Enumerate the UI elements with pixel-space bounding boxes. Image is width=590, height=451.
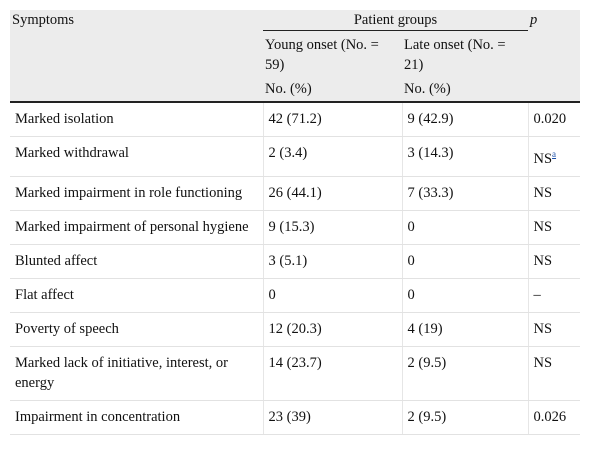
symptom-cell: Blunted affect — [10, 244, 264, 279]
late-cell: 2 (9.5) — [402, 400, 529, 435]
p-cell: 0.026 — [528, 400, 580, 435]
header-late-onset: Late onset (No. = 21) No. (%) — [402, 30, 528, 103]
p-cell: NS — [528, 346, 580, 401]
young-onset-unit: No. (%) — [265, 81, 312, 97]
header-patient-groups: Patient groups — [263, 10, 528, 31]
young-cell: 3 (5.1) — [263, 244, 403, 279]
p-cell: NS — [528, 210, 580, 245]
symptom-cell: Marked isolation — [10, 102, 264, 137]
late-cell: 0 — [402, 244, 529, 279]
p-cell: – — [528, 278, 580, 313]
symptom-cell: Marked impairment of personal hygiene — [10, 210, 264, 245]
footnote-link[interactable]: a — [552, 149, 557, 159]
late-cell: 2 (9.5) — [402, 346, 529, 401]
young-cell: 14 (23.7) — [263, 346, 403, 401]
table-row: Impairment in concentration 23 (39) 2 (9… — [10, 400, 580, 435]
late-cell: 4 (19) — [402, 312, 529, 347]
table-row: Marked withdrawal 2 (3.4) 3 (14.3) NSa — [10, 136, 580, 177]
late-cell: 0 — [402, 278, 529, 313]
table-body: Marked isolation 42 (71.2) 9 (42.9) 0.02… — [10, 102, 580, 435]
p-cell: NS — [528, 176, 580, 211]
p-cell: NSa — [528, 136, 580, 177]
p-value: NS — [533, 150, 553, 167]
table-container: Symptoms Patient groups p Young onset (N… — [10, 10, 580, 435]
header-symptoms: Symptoms — [10, 10, 263, 103]
table-row: Marked lack of initiative, interest, or … — [10, 346, 580, 401]
young-onset-label: Young onset (No. = 59) — [265, 37, 379, 73]
young-cell: 2 (3.4) — [263, 136, 403, 177]
young-cell: 0 — [263, 278, 403, 313]
p-cell: 0.020 — [528, 102, 580, 137]
late-cell: 0 — [402, 210, 529, 245]
symptom-cell: Marked lack of initiative, interest, or … — [10, 346, 264, 401]
table-row: Poverty of speech 12 (20.3) 4 (19) NS — [10, 312, 580, 347]
late-cell: 9 (42.9) — [402, 102, 529, 137]
table-row: Blunted affect 3 (5.1) 0 NS — [10, 244, 580, 279]
p-cell: NS — [528, 312, 580, 347]
symptom-cell: Poverty of speech — [10, 312, 264, 347]
late-cell: 3 (14.3) — [402, 136, 529, 177]
p-cell: NS — [528, 244, 580, 279]
table-row: Marked impairment in role functioning 26… — [10, 176, 580, 211]
header-p: p — [528, 10, 580, 31]
late-onset-unit: No. (%) — [404, 81, 451, 97]
table-header: Symptoms Patient groups p Young onset (N… — [10, 10, 580, 103]
symptom-cell: Flat affect — [10, 278, 264, 313]
symptom-cell: Marked withdrawal — [10, 136, 264, 177]
header-young-onset: Young onset (No. = 59) No. (%) — [263, 30, 402, 103]
young-cell: 23 (39) — [263, 400, 403, 435]
table-row: Marked impairment of personal hygiene 9 … — [10, 210, 580, 245]
header-p-empty — [528, 30, 580, 103]
late-cell: 7 (33.3) — [402, 176, 529, 211]
young-cell: 12 (20.3) — [263, 312, 403, 347]
symptom-cell: Marked impairment in role functioning — [10, 176, 264, 211]
table-row: Flat affect 0 0 – — [10, 278, 580, 313]
young-cell: 42 (71.2) — [263, 102, 403, 137]
young-cell: 9 (15.3) — [263, 210, 403, 245]
symptom-cell: Impairment in concentration — [10, 400, 264, 435]
table-row: Marked isolation 42 (71.2) 9 (42.9) 0.02… — [10, 102, 580, 137]
symptoms-table: Symptoms Patient groups p Young onset (N… — [10, 10, 580, 435]
late-onset-label: Late onset (No. = 21) — [404, 37, 506, 73]
young-cell: 26 (44.1) — [263, 176, 403, 211]
